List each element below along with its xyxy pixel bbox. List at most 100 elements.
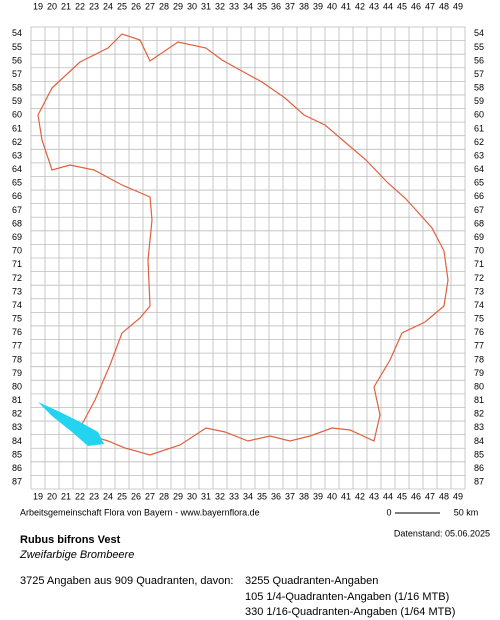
column-label: 27 — [145, 491, 155, 501]
column-label: 48 — [439, 491, 449, 501]
column-label: 32 — [215, 491, 225, 501]
row-label: 86 — [12, 463, 22, 473]
row-label: 74 — [12, 300, 22, 310]
column-label: 35 — [257, 491, 267, 501]
column-label: 27 — [145, 1, 155, 11]
row-label: 61 — [474, 123, 484, 133]
row-label: 62 — [474, 137, 484, 147]
row-label: 69 — [12, 232, 22, 242]
summary-item: 105 1/4-Quadranten-Angaben (1/16 MTB) — [245, 591, 449, 603]
row-label: 68 — [474, 218, 484, 228]
row-label: 75 — [474, 314, 484, 324]
column-label: 44 — [383, 491, 393, 501]
column-label: 38 — [299, 1, 309, 11]
row-label: 56 — [474, 55, 484, 65]
column-label: 48 — [439, 1, 449, 11]
column-label: 47 — [425, 491, 435, 501]
row-label: 64 — [474, 164, 484, 174]
column-label: 24 — [103, 1, 113, 11]
row-label: 76 — [12, 327, 22, 337]
row-label: 82 — [474, 409, 484, 419]
column-label: 36 — [271, 1, 281, 11]
column-label: 36 — [271, 491, 281, 501]
scale-start: 0 — [386, 507, 391, 517]
column-label: 42 — [355, 491, 365, 501]
column-label: 34 — [243, 1, 253, 11]
row-label: 75 — [12, 314, 22, 324]
row-label: 55 — [474, 42, 484, 52]
column-label: 33 — [229, 1, 239, 11]
column-label: 21 — [61, 1, 71, 11]
column-label: 39 — [313, 1, 323, 11]
row-label: 57 — [474, 69, 484, 79]
column-label: 35 — [257, 1, 267, 11]
column-label: 30 — [187, 1, 197, 11]
row-label: 66 — [474, 191, 484, 201]
column-label: 47 — [425, 1, 435, 11]
summary-item: 3255 Quadranten-Angaben — [245, 575, 378, 587]
column-label: 30 — [187, 491, 197, 501]
row-label: 69 — [474, 232, 484, 242]
row-label: 79 — [474, 368, 484, 378]
lake — [38, 402, 104, 446]
column-label: 28 — [159, 491, 169, 501]
column-label: 42 — [355, 1, 365, 11]
column-label: 26 — [131, 491, 141, 501]
region-border — [37, 33, 449, 456]
column-label: 44 — [383, 1, 393, 11]
row-label: 74 — [474, 300, 484, 310]
row-label: 72 — [474, 273, 484, 283]
row-label: 80 — [12, 381, 22, 391]
column-label: 28 — [159, 1, 169, 11]
column-label: 23 — [89, 1, 99, 11]
column-label: 43 — [369, 1, 379, 11]
column-label: 29 — [173, 1, 183, 11]
row-label: 67 — [474, 205, 484, 215]
row-label: 54 — [12, 28, 22, 38]
row-label: 71 — [12, 259, 22, 269]
column-label: 33 — [229, 491, 239, 501]
row-label: 59 — [474, 96, 484, 106]
row-label: 73 — [474, 286, 484, 296]
column-label: 29 — [173, 491, 183, 501]
row-label: 60 — [474, 110, 484, 120]
row-label: 84 — [12, 436, 22, 446]
species-name: Rubus bifrons Vest — [20, 534, 121, 546]
row-label: 60 — [12, 110, 22, 120]
row-label: 62 — [12, 137, 22, 147]
column-label: 41 — [341, 491, 351, 501]
column-label: 20 — [47, 491, 57, 501]
column-label: 45 — [397, 1, 407, 11]
row-label: 86 — [474, 463, 484, 473]
row-label: 81 — [12, 395, 22, 405]
row-label: 59 — [12, 96, 22, 106]
column-label: 43 — [369, 491, 379, 501]
column-label: 45 — [397, 491, 407, 501]
row-label: 63 — [474, 150, 484, 160]
column-label: 40 — [327, 491, 337, 501]
row-label: 78 — [12, 354, 22, 364]
summary-item: 330 1/16-Quadranten-Angaben (1/64 MTB) — [245, 606, 455, 618]
row-label: 84 — [474, 436, 484, 446]
common-name: Zweifarbige Brombeere — [19, 549, 134, 561]
row-label: 79 — [12, 368, 22, 378]
column-label: 46 — [411, 1, 421, 11]
column-label: 39 — [313, 491, 323, 501]
row-label: 82 — [12, 409, 22, 419]
row-label: 76 — [474, 327, 484, 337]
row-label: 64 — [12, 164, 22, 174]
column-label: 46 — [411, 491, 421, 501]
column-label: 24 — [103, 491, 113, 501]
column-label: 25 — [117, 1, 127, 11]
row-label: 67 — [12, 205, 22, 215]
column-label: 49 — [453, 491, 463, 501]
credit: Arbeitsgemeinschaft Flora von Bayern - w… — [20, 507, 260, 517]
row-label: 72 — [12, 273, 22, 283]
row-label: 87 — [474, 477, 484, 487]
column-label: 40 — [327, 1, 337, 11]
row-label: 66 — [12, 191, 22, 201]
row-label: 71 — [474, 259, 484, 269]
row-label: 58 — [474, 83, 484, 93]
column-label: 19 — [33, 1, 43, 11]
